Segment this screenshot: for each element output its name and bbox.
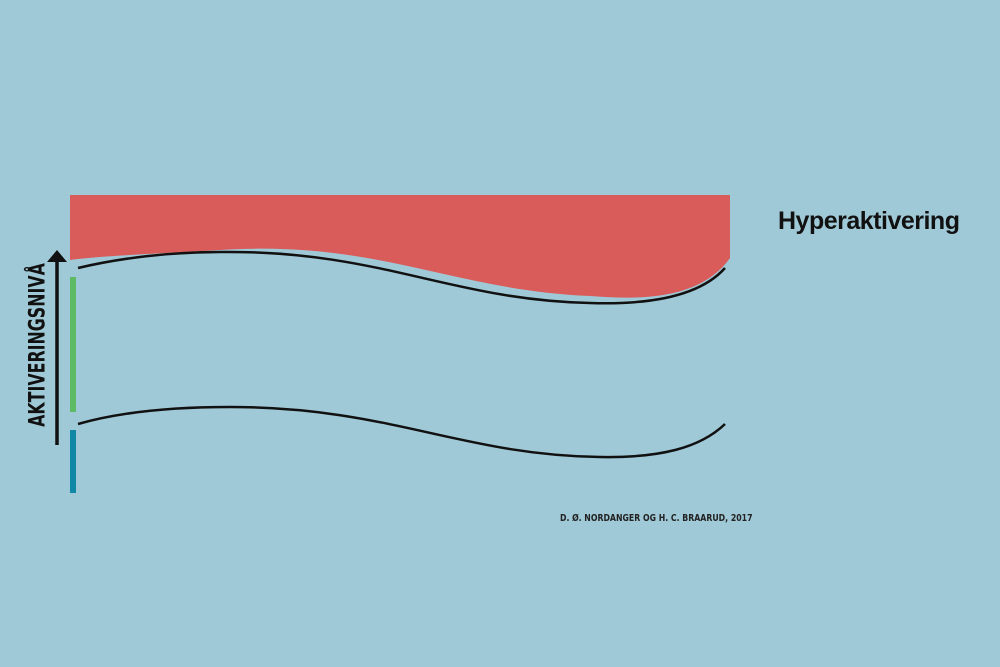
arrow-up-icon (47, 250, 67, 445)
credit-text: D. Ø. NORDANGER OG H. C. BRAARUD, 2017 (560, 513, 753, 524)
low-zone-bar (70, 430, 76, 493)
hyperactivation-label: Hyperaktivering (778, 207, 960, 235)
hyperactivation-zone (70, 195, 730, 298)
upper-boundary-line (77, 250, 726, 305)
middle-zone-bar (70, 277, 76, 412)
lower-boundary-line (77, 405, 726, 459)
axis-label: AKTIVERINGSNIVÅ (25, 263, 51, 427)
